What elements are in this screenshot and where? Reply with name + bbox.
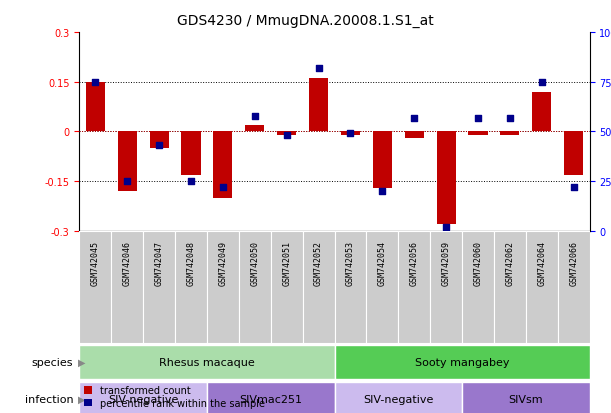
- Text: GSM742051: GSM742051: [282, 240, 291, 285]
- Bar: [558, 231, 590, 343]
- Bar: [398, 231, 430, 343]
- Bar: [430, 231, 462, 343]
- Point: [569, 184, 579, 191]
- Text: SIV-negative: SIV-negative: [363, 394, 433, 404]
- Text: GSM742059: GSM742059: [442, 240, 451, 285]
- Bar: [462, 382, 590, 413]
- Text: species: species: [32, 357, 73, 367]
- Bar: [79, 231, 111, 343]
- Text: GSM742045: GSM742045: [91, 240, 100, 285]
- Point: [218, 184, 228, 191]
- Bar: [335, 231, 367, 343]
- Bar: [79, 382, 207, 413]
- Bar: [494, 231, 526, 343]
- Text: GSM742064: GSM742064: [537, 240, 546, 285]
- Text: GSM742052: GSM742052: [314, 240, 323, 285]
- Bar: [271, 231, 302, 343]
- Bar: [462, 231, 494, 343]
- Point: [473, 115, 483, 121]
- Bar: [526, 231, 558, 343]
- Bar: [207, 382, 335, 413]
- Point: [186, 178, 196, 185]
- Point: [441, 224, 451, 230]
- Point: [313, 65, 323, 72]
- Legend: transformed count, percentile rank within the sample: transformed count, percentile rank withi…: [84, 385, 265, 408]
- Text: GSM742050: GSM742050: [251, 240, 259, 285]
- Bar: [143, 231, 175, 343]
- Bar: [564, 132, 584, 175]
- Bar: [79, 345, 335, 379]
- Text: infection: infection: [24, 394, 73, 404]
- Bar: [111, 231, 143, 343]
- Bar: [86, 83, 105, 132]
- Point: [154, 143, 164, 150]
- Bar: [277, 132, 296, 135]
- Point: [122, 178, 132, 185]
- Point: [537, 79, 547, 86]
- Text: GSM742049: GSM742049: [218, 240, 227, 285]
- Point: [409, 115, 419, 121]
- Bar: [239, 231, 271, 343]
- Point: [90, 79, 100, 86]
- Point: [505, 115, 515, 121]
- Bar: [532, 93, 551, 132]
- Bar: [373, 132, 392, 188]
- Bar: [245, 126, 265, 132]
- Bar: [335, 382, 462, 413]
- Bar: [469, 132, 488, 135]
- Text: ▶: ▶: [78, 394, 86, 404]
- Bar: [309, 79, 328, 132]
- Text: GSM742056: GSM742056: [410, 240, 419, 285]
- Text: GSM742060: GSM742060: [474, 240, 483, 285]
- Text: SIVsm: SIVsm: [508, 394, 543, 404]
- Text: SIV-negative: SIV-negative: [108, 394, 178, 404]
- Text: GSM742048: GSM742048: [186, 240, 196, 285]
- Point: [378, 188, 387, 195]
- Text: GDS4230 / MmugDNA.20008.1.S1_at: GDS4230 / MmugDNA.20008.1.S1_at: [177, 14, 434, 28]
- Text: GSM742046: GSM742046: [123, 240, 132, 285]
- Text: SIVmac251: SIVmac251: [240, 394, 302, 404]
- Text: GSM742053: GSM742053: [346, 240, 355, 285]
- Text: GSM742054: GSM742054: [378, 240, 387, 285]
- Bar: [500, 132, 519, 135]
- Text: GSM742062: GSM742062: [505, 240, 514, 285]
- Bar: [404, 132, 424, 139]
- Bar: [118, 132, 137, 192]
- Bar: [207, 231, 239, 343]
- Bar: [302, 231, 335, 343]
- Bar: [436, 132, 456, 225]
- Text: GSM742047: GSM742047: [155, 240, 164, 285]
- Point: [346, 131, 356, 138]
- Point: [282, 133, 291, 140]
- Bar: [335, 345, 590, 379]
- Text: Rhesus macaque: Rhesus macaque: [159, 357, 255, 367]
- Bar: [341, 132, 360, 135]
- Bar: [367, 231, 398, 343]
- Bar: [150, 132, 169, 149]
- Point: [250, 113, 260, 120]
- Text: Sooty mangabey: Sooty mangabey: [415, 357, 510, 367]
- Bar: [175, 231, 207, 343]
- Bar: [181, 132, 200, 175]
- Bar: [213, 132, 232, 198]
- Text: GSM742066: GSM742066: [569, 240, 578, 285]
- Text: ▶: ▶: [78, 357, 86, 367]
